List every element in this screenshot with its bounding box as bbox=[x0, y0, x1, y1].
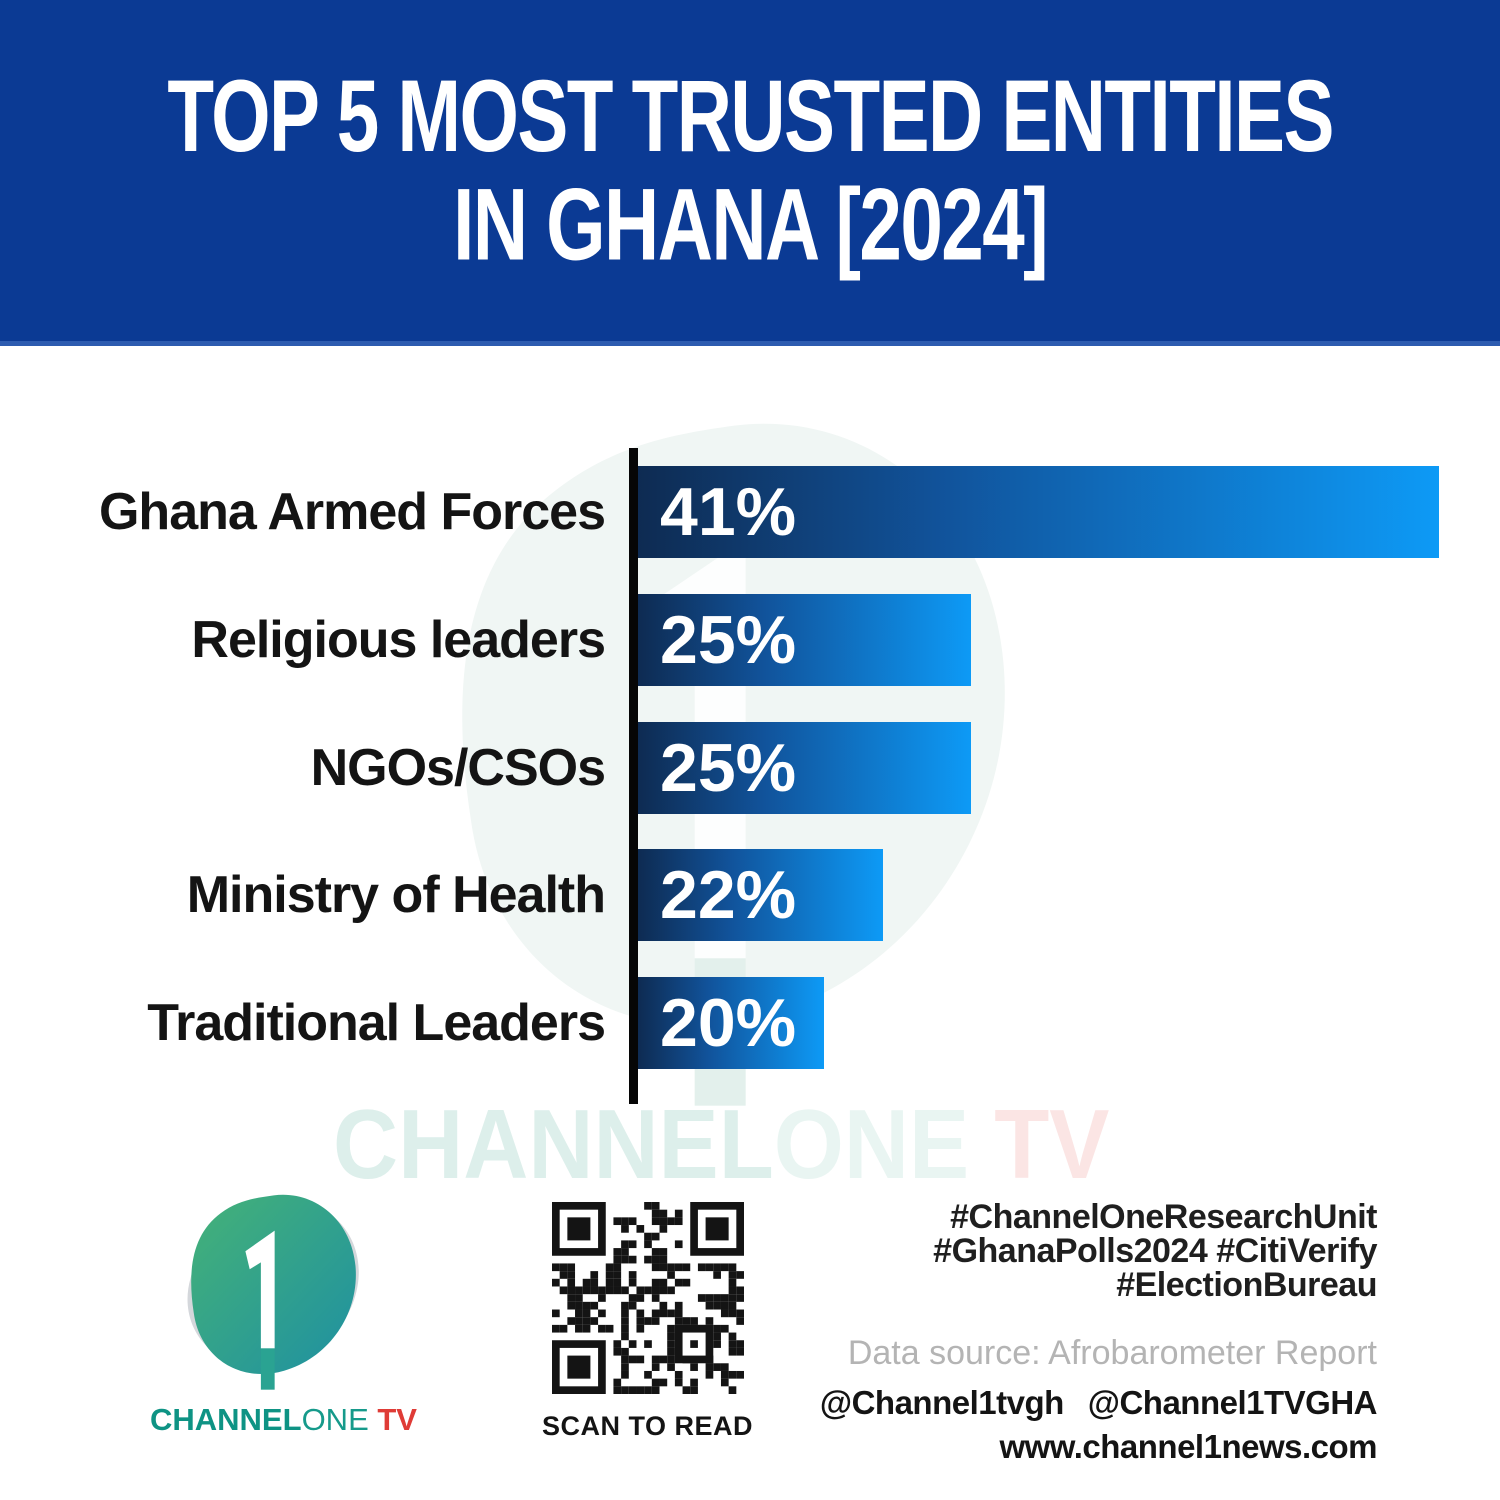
watermark-tv: TV bbox=[969, 1089, 1110, 1199]
hashtag-line-1: #ChannelOneResearchUnit bbox=[950, 1198, 1377, 1236]
bar-value-label: 41% bbox=[660, 474, 797, 550]
watermark-text: CHANNELONE TV bbox=[333, 1088, 1109, 1201]
website-url: www.channel1news.com bbox=[999, 1428, 1377, 1465]
bar-traditional-leaders: 20% bbox=[638, 977, 824, 1069]
bar-value-label: 22% bbox=[660, 857, 797, 933]
bar-religious-leaders: 25% bbox=[638, 594, 971, 686]
chart-axis bbox=[629, 448, 638, 1104]
category-label: NGOs/CSOs bbox=[310, 739, 606, 797]
page-title-line2: IN GHANA [2024] bbox=[453, 166, 1048, 281]
data-source: Data source: Afrobarometer Report bbox=[847, 1334, 1377, 1372]
social-row: ♪ @Channel1tvgh @Channel1TVGHA bbox=[817, 1384, 1378, 1422]
watermark-channel: CHANNEL bbox=[333, 1089, 774, 1199]
bar-value-label: 25% bbox=[660, 730, 797, 806]
qr-block: SCAN TO READ bbox=[540, 1202, 755, 1442]
bar-ghana-armed-forces: 41% bbox=[638, 466, 1439, 558]
qr-caption: SCAN TO READ bbox=[541, 1411, 754, 1441]
wordmark-channel: CHANNEL bbox=[150, 1402, 302, 1437]
channel-one-logo: CHANNELONE TV bbox=[150, 1185, 417, 1438]
category-label: Ghana Armed Forces bbox=[98, 483, 606, 541]
bar-ministry-of-health: 22% bbox=[638, 849, 883, 941]
bar-value-label: 20% bbox=[660, 985, 797, 1061]
category-label: Religious leaders bbox=[191, 611, 606, 669]
page-title: TOP 5 MOST TRUSTED ENTITIES IN GHANA [20… bbox=[167, 58, 1334, 281]
hashtag-line-3: #ElectionBureau bbox=[1116, 1266, 1377, 1304]
hashtag-line-2: #GhanaPolls2024 #CitiVerify bbox=[933, 1232, 1377, 1270]
wordmark-tv: TV bbox=[368, 1402, 417, 1437]
category-label: Traditional Leaders bbox=[147, 994, 606, 1052]
channel-one-logo-icon bbox=[187, 1194, 359, 1390]
watermark-one: ONE bbox=[773, 1089, 970, 1199]
qr-code bbox=[551, 1202, 744, 1398]
bar-value-label: 25% bbox=[660, 602, 797, 678]
social-handle-main: @Channel1tvgh bbox=[819, 1384, 1064, 1421]
channel-one-wordmark: CHANNELONE TV bbox=[150, 1402, 417, 1438]
header-banner: TOP 5 MOST TRUSTED ENTITIES IN GHANA [20… bbox=[0, 0, 1500, 346]
bar-ngos-csos: 25% bbox=[638, 722, 971, 814]
footer-right-block: #ChannelOneResearchUnit #GhanaPolls2024 … bbox=[817, 1198, 1378, 1466]
wordmark-one: ONE bbox=[301, 1402, 369, 1437]
social-handle-x: @Channel1TVGHA bbox=[1087, 1384, 1378, 1421]
category-label: Ministry of Health bbox=[186, 866, 606, 924]
page-title-line1: TOP 5 MOST TRUSTED ENTITIES bbox=[167, 58, 1334, 173]
